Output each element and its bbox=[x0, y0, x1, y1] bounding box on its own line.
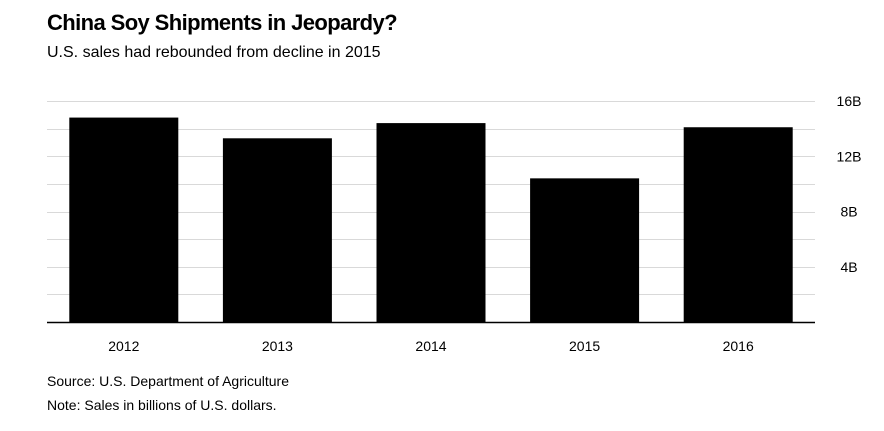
bar-2013 bbox=[222, 138, 332, 322]
x-tick-label: 2015 bbox=[569, 338, 600, 354]
chart-subtitle: U.S. sales had rebounded from decline in… bbox=[47, 44, 381, 61]
x-tick-label: 2012 bbox=[108, 338, 139, 354]
bar-2015 bbox=[530, 178, 640, 322]
chart-title: China Soy Shipments in Jeopardy? bbox=[47, 10, 398, 35]
y-tick-label: 4B bbox=[840, 259, 857, 275]
bar-2012 bbox=[69, 117, 179, 322]
x-tick-label: 2016 bbox=[723, 338, 754, 354]
y-axis-labels: 4B 8B 12B 16B bbox=[837, 93, 862, 275]
source-note: Source: U.S. Department of Agriculture bbox=[47, 373, 289, 389]
x-axis-labels: 2012 2013 2014 2015 2016 bbox=[108, 338, 754, 354]
bar-2014 bbox=[376, 123, 486, 322]
y-tick-label: 16B bbox=[837, 93, 862, 109]
bar-2016 bbox=[683, 127, 793, 323]
x-tick-label: 2013 bbox=[262, 338, 293, 354]
bars bbox=[69, 117, 793, 323]
y-tick-label: 12B bbox=[837, 148, 862, 164]
units-note: Note: Sales in billions of U.S. dollars. bbox=[47, 397, 277, 413]
y-tick-label: 8B bbox=[840, 204, 857, 220]
x-tick-label: 2014 bbox=[415, 338, 446, 354]
